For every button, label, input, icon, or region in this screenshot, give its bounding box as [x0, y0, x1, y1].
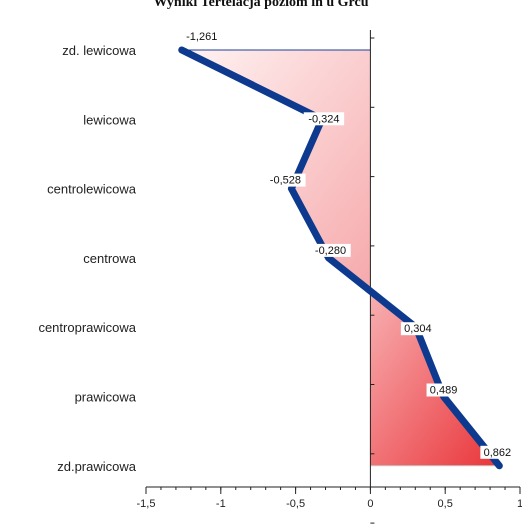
data-label: -1,261 — [181, 30, 222, 43]
x-tick-label: -1,5 — [137, 498, 156, 510]
axes — [146, 30, 520, 524]
category-label: lewicowa — [83, 112, 137, 127]
x-tick-label: -1 — [216, 498, 226, 510]
x-tick-label: 0,5 — [438, 498, 453, 510]
data-label-background — [303, 112, 345, 126]
data-label: -0,324 — [303, 112, 345, 126]
data-label-background — [480, 445, 515, 459]
chart-title: Wyniki Tertelacja poziom in u Grcu — [153, 0, 368, 10]
data-labels: -1,261 -0,324 -0,528 -0,280 0,304 0,489 0,862 — [181, 30, 515, 459]
category-label: centroprawicowa — [38, 320, 136, 335]
data-label-text: 0,304 — [404, 323, 432, 335]
category-label: zd.prawicowa — [57, 459, 137, 474]
data-label-text: 0,489 — [430, 385, 458, 397]
data-label-text: -1,261 — [186, 31, 217, 43]
category-label: zd. lewicowa — [62, 43, 136, 58]
x-tick-label: -0,5 — [286, 498, 305, 510]
negative-area — [181, 50, 371, 292]
data-label-background — [426, 383, 461, 397]
x-axis-ticks: -1,5 -1 -0,5 0 0,5 1 — [137, 487, 522, 510]
data-label: 0,304 — [400, 322, 435, 336]
category-label: prawicowa — [75, 390, 137, 405]
data-label-background — [310, 243, 351, 257]
category-label: centrolewicowa — [47, 182, 137, 197]
data-label-text: -0,280 — [315, 245, 346, 257]
data-label-background — [400, 322, 435, 336]
data-label-text: -0,324 — [308, 113, 339, 125]
x-tick-label: 0 — [367, 498, 373, 510]
data-label: -0,528 — [265, 173, 306, 187]
x-tick-label: 1 — [517, 498, 522, 510]
data-label-text: 0,862 — [484, 447, 512, 459]
data-label-background — [265, 173, 306, 187]
data-label-background — [181, 30, 222, 43]
data-label: -0,280 — [310, 243, 351, 257]
data-label: 0,489 — [426, 383, 461, 397]
data-label: 0,862 — [480, 445, 515, 459]
category-label: centrowa — [83, 251, 137, 266]
category-labels: zd. lewicowa lewicowa centrolewicowa centro… — [38, 43, 136, 474]
data-label-text: -0,528 — [270, 175, 301, 187]
